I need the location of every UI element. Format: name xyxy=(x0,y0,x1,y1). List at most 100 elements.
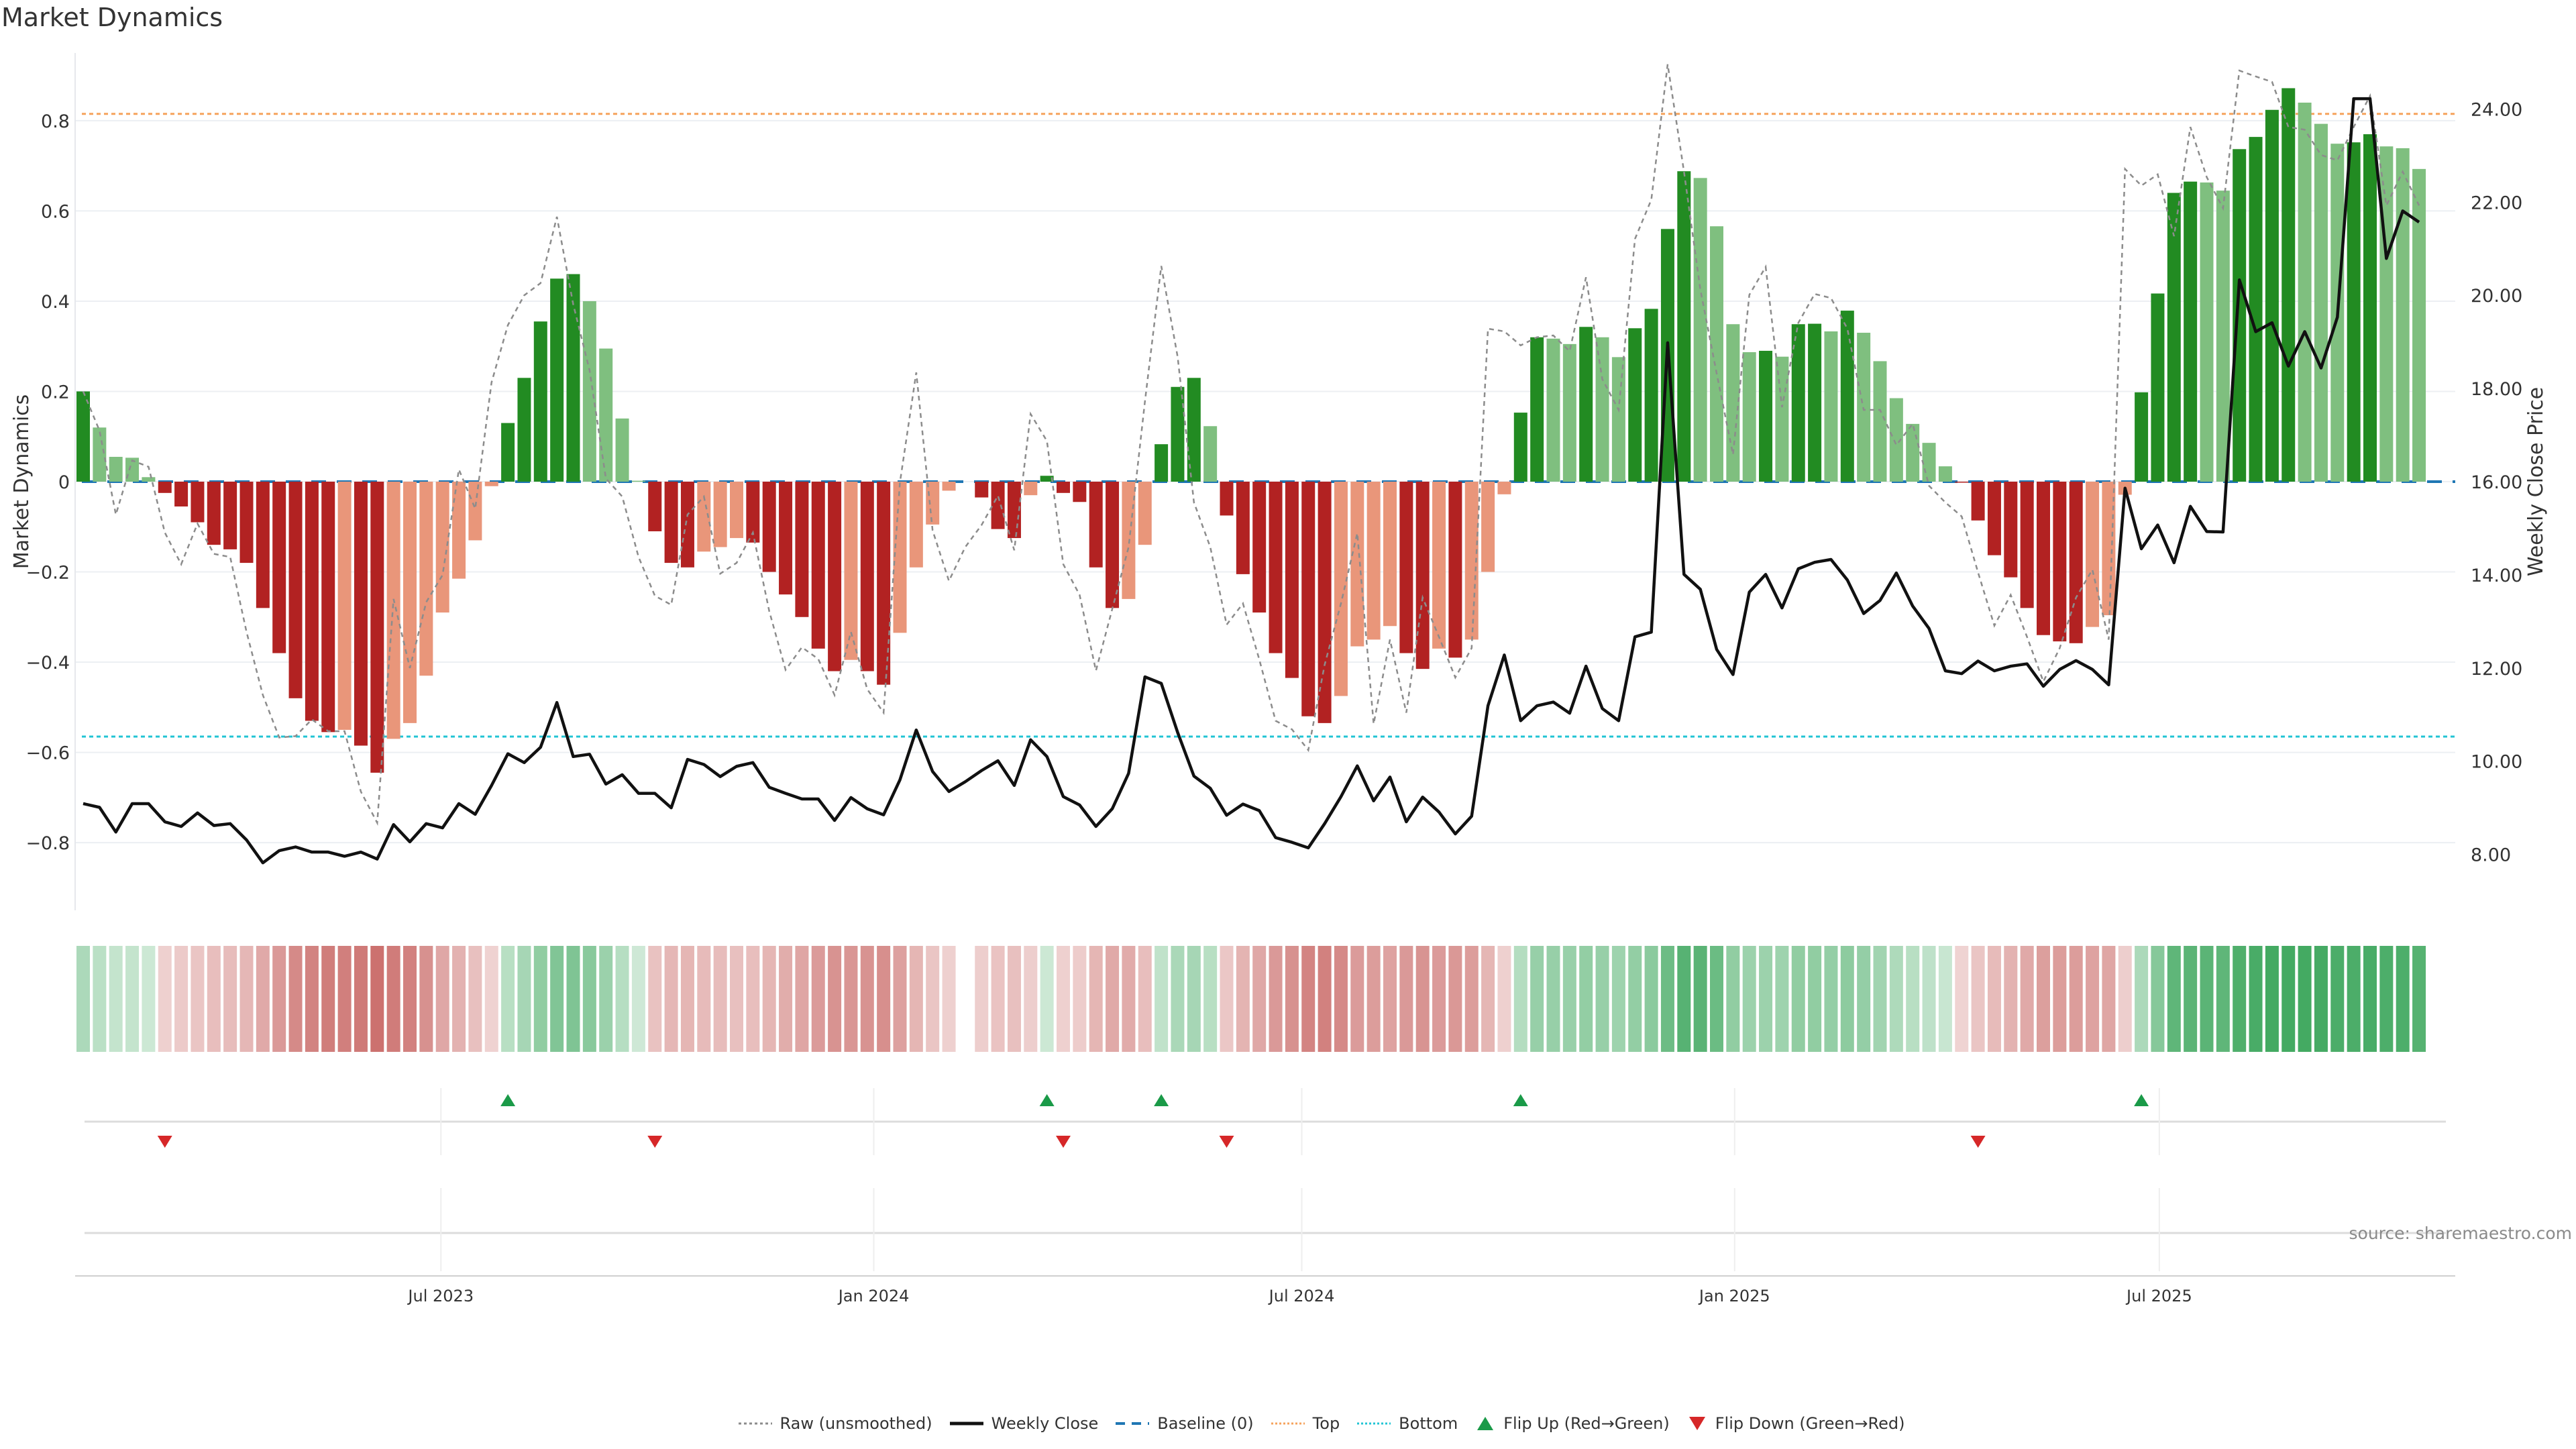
reference-lines xyxy=(82,113,2455,738)
legend-item-raw[interactable]: Raw (unsmoothed) xyxy=(738,1414,932,1433)
strip-cell xyxy=(615,946,629,1052)
momentum-bar xyxy=(288,482,303,698)
y2-tick-label: 20.00 xyxy=(2471,286,2522,307)
strip-cell xyxy=(2020,946,2034,1052)
flip-up-marker xyxy=(1154,1094,1169,1106)
y2-tick-label: 16.00 xyxy=(2471,472,2522,493)
momentum-bar xyxy=(484,482,498,486)
y-axis-label: Market Dynamics xyxy=(10,394,34,570)
strip-cell xyxy=(305,946,319,1052)
strip-cell xyxy=(2282,946,2296,1052)
momentum-bar xyxy=(2200,182,2214,482)
momentum-bar xyxy=(1987,482,2001,555)
y2-tick-label: 12.00 xyxy=(2471,659,2522,680)
strip-cell xyxy=(1530,946,1544,1052)
momentum-bar xyxy=(1644,309,1658,482)
momentum-bar xyxy=(2086,482,2100,627)
strip-cell xyxy=(2200,946,2214,1052)
strip-cell xyxy=(2184,946,2198,1052)
momentum-bar xyxy=(533,321,547,482)
momentum-bar xyxy=(1808,323,1822,482)
strip-cell xyxy=(1399,946,1413,1052)
momentum-bar xyxy=(109,457,123,482)
strip-cell xyxy=(1710,946,1723,1052)
momentum-bar xyxy=(811,482,825,649)
strip-cell xyxy=(926,946,940,1052)
legend-item-flip-up[interactable]: Flip Up (Red→Green) xyxy=(1475,1414,1670,1433)
strip-cell xyxy=(730,946,743,1052)
momentum-bar xyxy=(1220,482,1234,516)
flip-up-marker xyxy=(1039,1094,1055,1106)
momentum-bar xyxy=(207,482,221,545)
strip-cell xyxy=(550,946,564,1052)
momentum-bar xyxy=(1318,482,1332,723)
strip-cell xyxy=(844,946,858,1052)
momentum-bar xyxy=(926,482,940,525)
momentum-bar xyxy=(1873,361,1887,482)
legend-item-top[interactable]: Top xyxy=(1271,1414,1340,1433)
momentum-bar xyxy=(468,482,482,541)
momentum-bar xyxy=(1922,443,1936,482)
strip-cell xyxy=(1285,946,1299,1052)
momentum-bar xyxy=(860,482,874,672)
momentum-bar xyxy=(1155,444,1169,482)
flip-down-marker xyxy=(647,1136,663,1148)
strip-cell xyxy=(1464,946,1479,1052)
strip-cell xyxy=(191,946,205,1052)
momentum-bar xyxy=(550,278,564,482)
legend-label: Weekly Close xyxy=(991,1414,1099,1433)
strip-cell xyxy=(1024,946,1038,1052)
strip-cell xyxy=(517,946,531,1052)
momentum-bar xyxy=(615,418,629,482)
y2-tick-label: 22.00 xyxy=(2471,193,2522,213)
strip-cell xyxy=(2118,946,2132,1052)
strip-cell xyxy=(452,946,466,1052)
strip-cell xyxy=(2379,946,2394,1052)
momentum-bar xyxy=(844,482,858,660)
strip-cell xyxy=(2265,946,2279,1052)
legend-item-baseline[interactable]: Baseline (0) xyxy=(1116,1414,1254,1433)
momentum-bar xyxy=(1350,482,1364,647)
momentum-bar xyxy=(1138,482,1152,545)
strip-cell xyxy=(403,946,417,1052)
momentum-bar xyxy=(76,391,90,482)
momentum-bar xyxy=(1203,426,1218,482)
strip-cell xyxy=(1040,946,1054,1052)
strip-cell xyxy=(1906,946,1920,1052)
momentum-bar xyxy=(1187,378,1201,482)
strip-cell xyxy=(1579,946,1593,1052)
legend-item-flip-down[interactable]: Flip Down (Green→Red) xyxy=(1687,1414,1905,1433)
legend-item-bottom[interactable]: Bottom xyxy=(1357,1414,1458,1433)
momentum-bar xyxy=(1726,324,1740,482)
strip-cell xyxy=(2135,946,2149,1052)
strip-cell xyxy=(1122,946,1136,1052)
momentum-bar xyxy=(1334,482,1348,696)
momentum-bar xyxy=(1057,482,1070,493)
strip-cell xyxy=(1106,946,1120,1052)
strip-cell xyxy=(877,946,891,1052)
strip-cell xyxy=(207,946,221,1052)
strip-cell xyxy=(1481,946,1495,1052)
momentum-bar xyxy=(1971,482,1985,521)
momentum-bar xyxy=(1710,226,1723,482)
legend: Raw (unsmoothed) Weekly Close Baseline (… xyxy=(0,1414,2576,1433)
momentum-bar xyxy=(1171,386,1185,482)
strip-cell xyxy=(1660,946,1674,1052)
legend-label: Bottom xyxy=(1399,1414,1458,1433)
strip-cell xyxy=(337,946,352,1052)
y-tick-label: 0 xyxy=(58,472,70,493)
legend-item-weekly-close[interactable]: Weekly Close xyxy=(949,1414,1099,1433)
strip-cell xyxy=(566,946,580,1052)
strip-cell xyxy=(1791,946,1805,1052)
strip-cell xyxy=(256,946,270,1052)
momentum-bar xyxy=(1562,343,1576,482)
momentum-bar xyxy=(1106,482,1120,608)
strip-cell xyxy=(1987,946,2001,1052)
x-tick-label: Jan 2025 xyxy=(1698,1287,1770,1305)
strip-cell xyxy=(664,946,678,1052)
strip-cell xyxy=(893,946,907,1052)
strip-cell xyxy=(1644,946,1658,1052)
momentum-bar xyxy=(1269,482,1283,653)
momentum-bar xyxy=(680,482,694,568)
momentum-bar xyxy=(2249,137,2263,482)
